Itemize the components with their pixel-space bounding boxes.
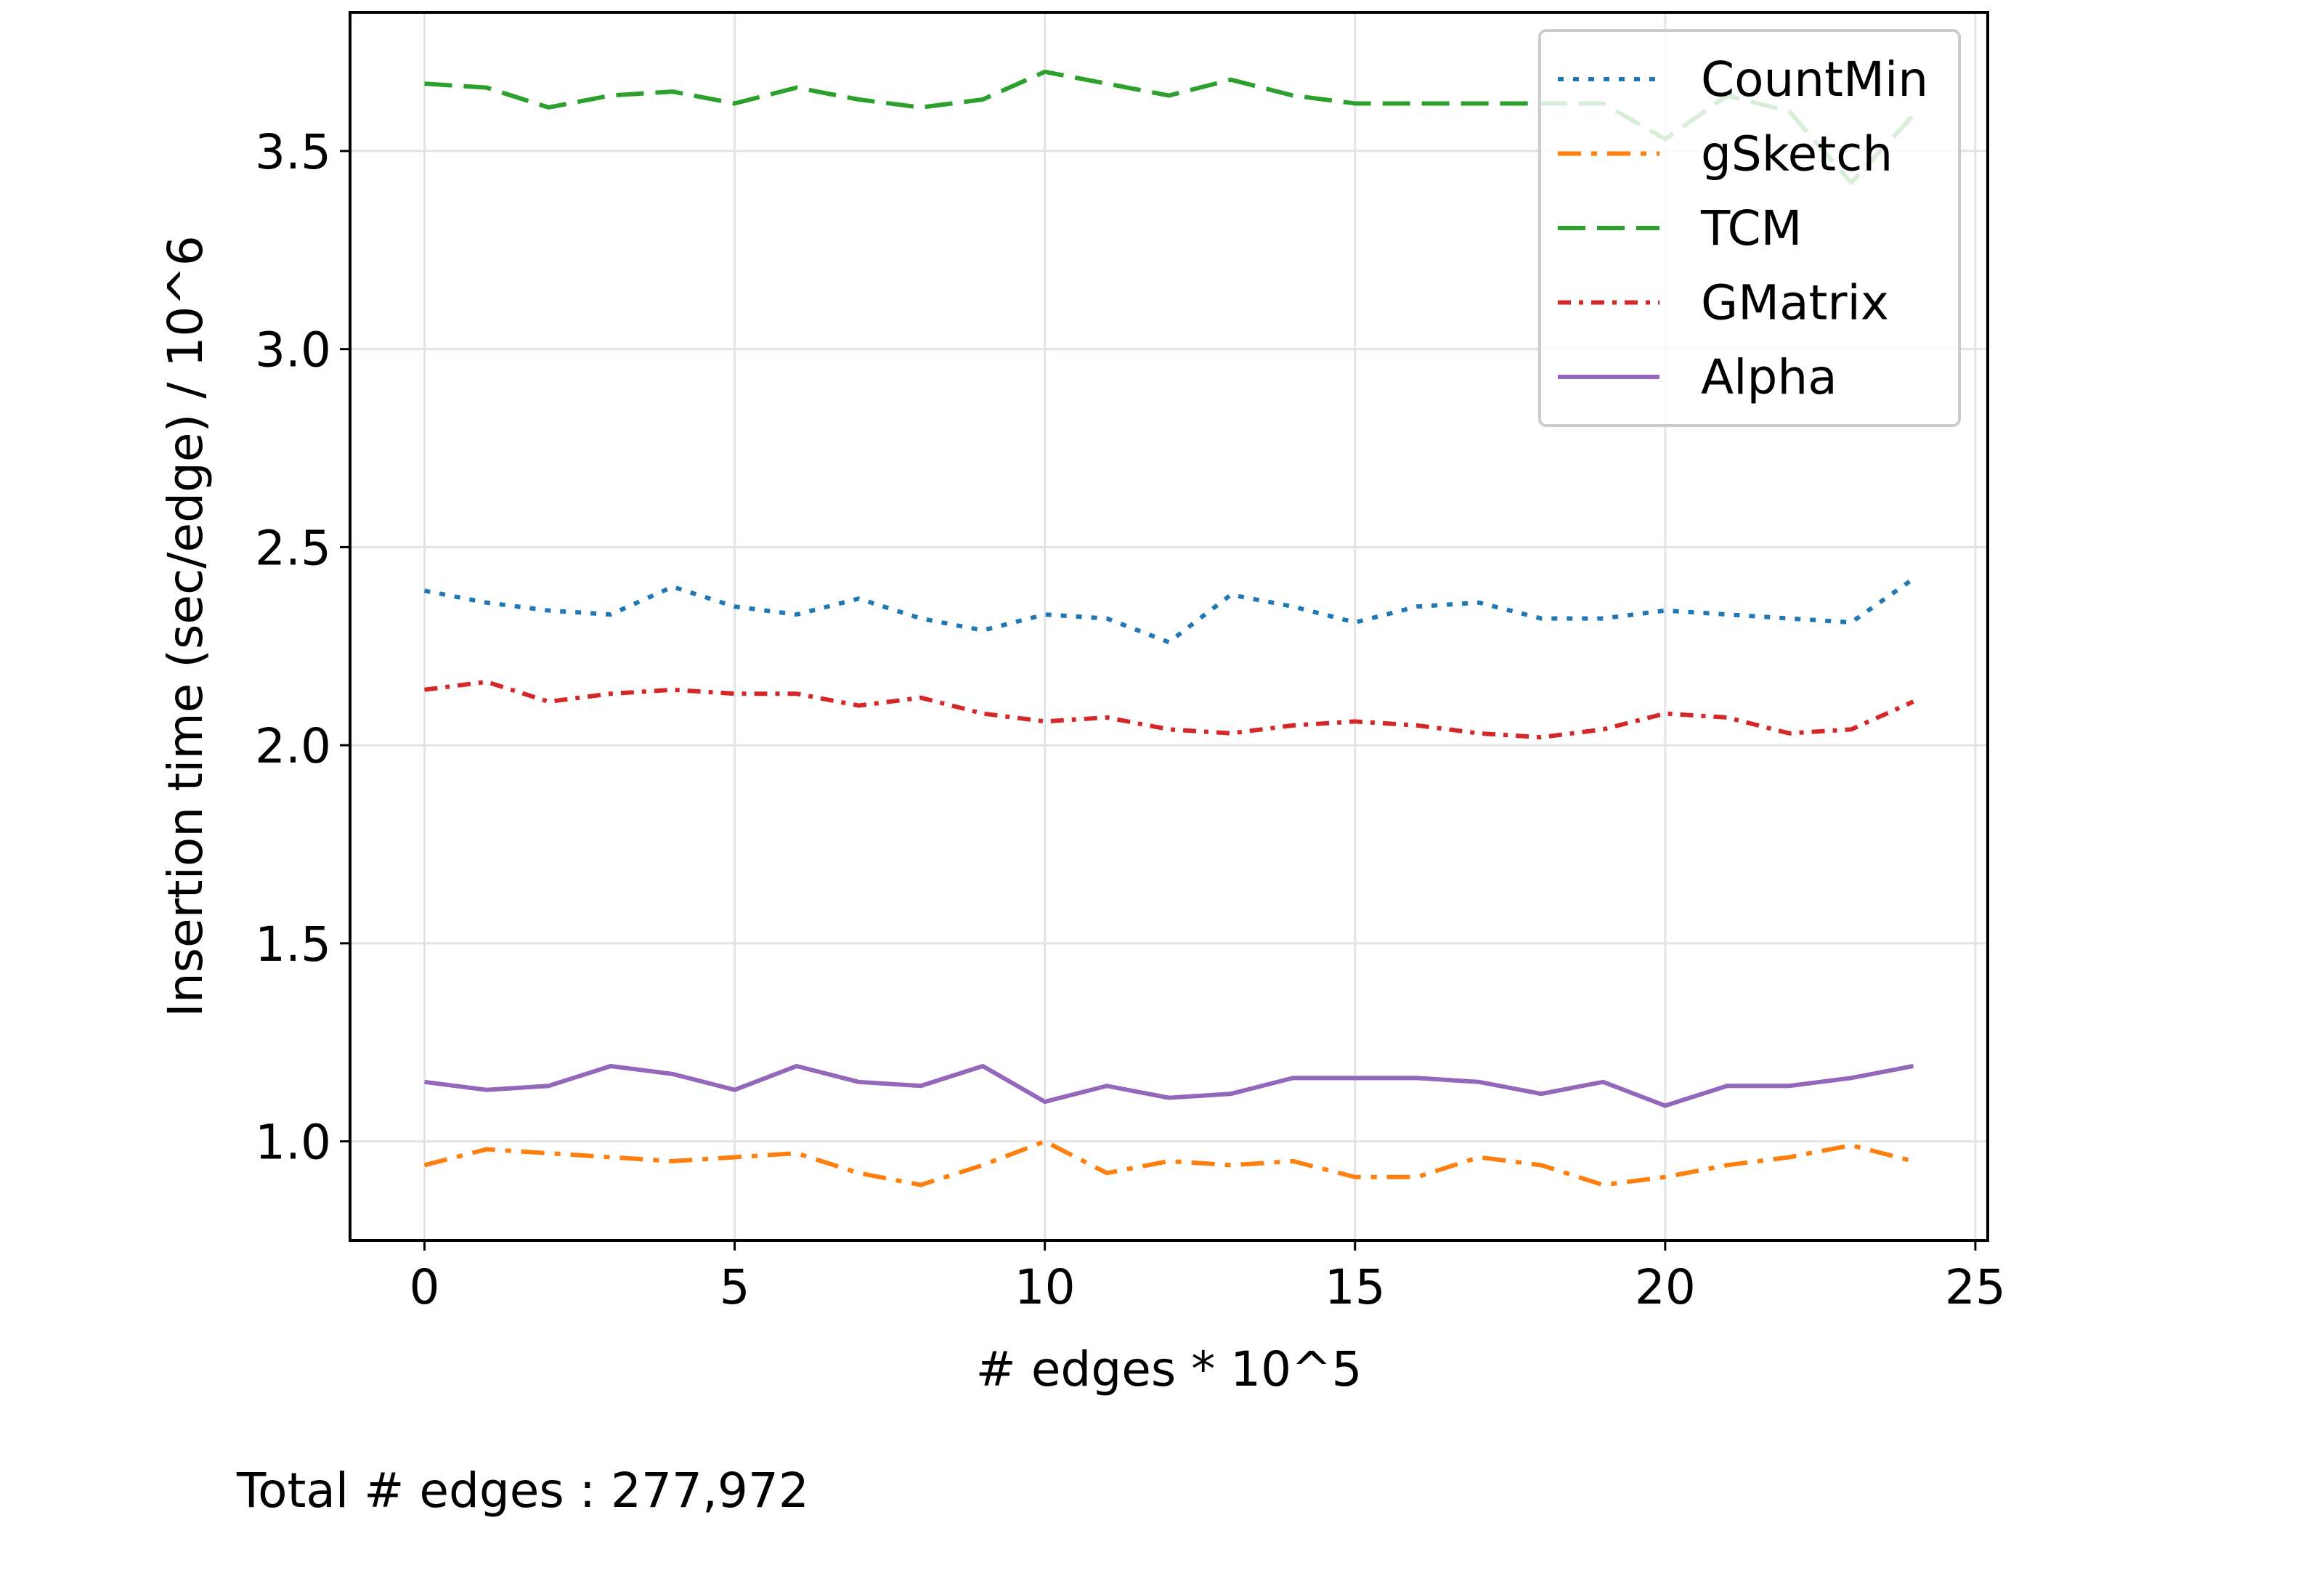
legend: CountMin gSketch TCM GMatrix Alpha xyxy=(1538,29,1961,427)
legend-label: CountMin xyxy=(1701,52,1928,107)
series-line-gsketch xyxy=(423,1139,1914,1187)
y-tick-label: 1.5 xyxy=(255,917,331,972)
y-axis: 1.0 1.5 2.0 2.5 3.0 3.5 xyxy=(255,124,350,1171)
series-line-gmatrix xyxy=(424,679,1914,740)
x-tick-label: 5 xyxy=(720,1259,750,1315)
x-axis: 0 5 10 15 20 25 xyxy=(410,1240,2006,1315)
legend-label: Alpha xyxy=(1701,349,1837,405)
x-tick-label: 25 xyxy=(1945,1259,2006,1315)
x-tick-label: 15 xyxy=(1325,1259,1386,1315)
x-tick-label: 0 xyxy=(410,1259,440,1315)
y-axis-label: Insertion time (sec/edge) / 10^6 xyxy=(158,235,214,1017)
legend-label: gSketch xyxy=(1701,126,1893,182)
y-tick-label: 3.5 xyxy=(255,124,331,180)
legend-label: TCM xyxy=(1700,200,1802,256)
y-tick-label: 3.0 xyxy=(255,322,331,378)
legend-box xyxy=(1538,29,1961,427)
x-axis-label: # edges * 10^5 xyxy=(976,1341,1362,1397)
y-tick-label: 2.0 xyxy=(255,718,331,774)
axes-frame xyxy=(349,11,1989,1242)
series-line-countmin xyxy=(423,577,1915,645)
y-tick-label: 2.5 xyxy=(255,520,331,576)
total-edges-caption: Total # edges : 277,972 xyxy=(237,1463,809,1519)
grid xyxy=(350,12,1988,1240)
y-tick-label: 1.0 xyxy=(255,1115,331,1171)
legend-label: GMatrix xyxy=(1701,275,1889,331)
series-line-alpha xyxy=(424,1063,1914,1108)
x-tick-label: 20 xyxy=(1635,1259,1696,1315)
x-tick-label: 10 xyxy=(1015,1259,1076,1315)
